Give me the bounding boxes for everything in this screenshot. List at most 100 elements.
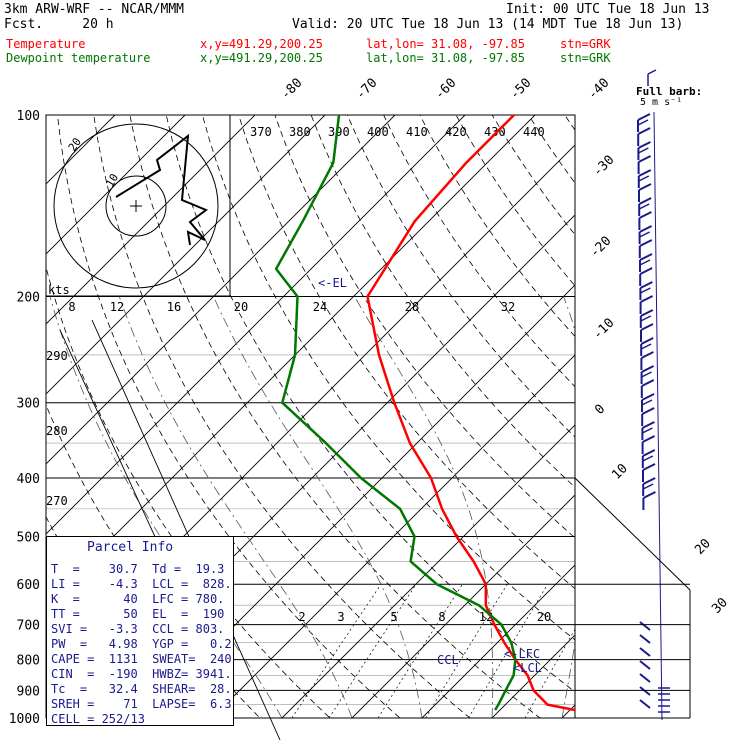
barb-flag (639, 259, 651, 266)
dry-adiabat-line (202, 115, 575, 641)
wind-barb-low (639, 634, 651, 644)
parcel-row: Tc = 32.4 SHEAR= 28. (51, 682, 232, 696)
init-time: Init: 00 UTC Tue 18 Jun 13 (506, 2, 710, 17)
wind-barb (641, 435, 656, 454)
dewpoint-profile-line (274, 114, 517, 711)
wind-barb (639, 253, 653, 272)
isotherm-label: 20 (692, 536, 714, 558)
hodograph-trace (115, 133, 208, 246)
isotherm-line (281, 424, 575, 718)
parcel-row: PW = 4.98 YGP = 0.2 (51, 637, 232, 651)
valid-time: Valid: 20 UTC Tue 18 Jun 13 (14 MDT Tue … (292, 17, 684, 32)
mixing-ratio-line (291, 584, 382, 718)
wind-barb (641, 393, 655, 412)
wind-barb (639, 281, 653, 300)
dry-adiabat-line (491, 115, 575, 236)
barb-flag (640, 287, 651, 294)
wind-barb (640, 351, 654, 370)
theta-side-label: 280 (46, 424, 68, 438)
theta-label: 420 (445, 125, 467, 139)
barb-flag (641, 407, 655, 415)
forecast-hour: Fcst. 20 h (4, 17, 114, 32)
mixing-ratio-label: 2 (298, 610, 305, 624)
pressure-label: 500 (17, 530, 40, 545)
wind-barb (637, 127, 651, 146)
moist-adiabat-line (213, 296, 423, 718)
barb-flag (638, 203, 650, 210)
wind-barb (637, 155, 652, 174)
mixing-ratio-label: 5 (390, 610, 397, 624)
plot-extension-edge (574, 477, 691, 591)
barb-flag (639, 267, 653, 275)
dewpoint-xy: x,y=491.29,200.25 (200, 51, 323, 65)
barb-flag (637, 141, 651, 149)
barb-flag (637, 119, 649, 126)
dewpoint-legend: Dewpoint temperature (6, 51, 151, 65)
hodograph-inset: 10 20 kts (46, 115, 231, 297)
isotherm-line (351, 494, 575, 718)
parcel-row: CAPE = 1131 SWEAT= 240 (51, 652, 232, 666)
pressure-label: 100 (17, 109, 40, 124)
dry-adiabat-line (310, 115, 575, 488)
moist-adiabat-line (118, 296, 353, 718)
el-annotation: <-EL (318, 276, 347, 290)
barb-flag (641, 371, 652, 378)
barb-flag (639, 231, 650, 238)
wind-barb (638, 211, 652, 230)
barb-legend-title: Full barb: (636, 85, 702, 98)
barb-flag (640, 337, 654, 345)
isotherm-line (46, 115, 466, 535)
mixing-ratio-line (524, 628, 575, 718)
parcel-row: K = 40 LFC = 780. (51, 592, 225, 606)
barb-flag (637, 127, 651, 135)
dry-adiabat-line (601, 115, 740, 731)
pressure-label: 800 (17, 654, 40, 669)
isotherm-line (491, 634, 575, 718)
hodograph-speed-label: 16 (167, 300, 181, 314)
mixing-ratio-line (468, 584, 548, 718)
isotherm-label: 30 (709, 595, 731, 617)
wind-barb (642, 463, 656, 482)
parcel-row: TT = 50 EL = 190 (51, 607, 225, 621)
wind-barb (642, 477, 656, 496)
barb-flag (637, 113, 651, 121)
parcel-row: T = 30.7 Td = 19.3 (51, 562, 225, 576)
barb-flag (640, 315, 652, 322)
mixing-ratio-line (328, 584, 417, 718)
mixing-ratio-label: 20 (537, 610, 551, 624)
dry-adiabat-line (346, 115, 575, 438)
isotherm-line (211, 354, 575, 718)
wind-barb (638, 183, 652, 202)
wind-barb (639, 267, 653, 286)
wind-barb (640, 323, 654, 342)
barb-flag (639, 253, 653, 261)
barb-flag (641, 365, 655, 373)
moist-adiabat-line (561, 296, 575, 718)
isotherm-label: -60 (432, 76, 459, 103)
wind-barb-low (639, 686, 651, 696)
wind-barb (637, 169, 652, 188)
hodograph-ring (53, 123, 219, 289)
lcl-annotation: <LCL (513, 661, 542, 675)
isotherm-label: -20 (587, 234, 614, 261)
wind-barb-low (639, 673, 651, 683)
barb-flag (640, 323, 654, 331)
temperature-latlon: lat,lon= 31.08, -97.85 (366, 37, 525, 51)
mixing-ratio-line (377, 584, 463, 718)
wind-barb (641, 449, 656, 468)
isotherm-line (46, 115, 186, 255)
isotherm-label: -50 (507, 76, 534, 103)
wind-barb (637, 113, 651, 132)
barb-shaft (653, 111, 663, 721)
isotherm-line (421, 564, 575, 718)
mixing-ratio-line (425, 584, 508, 718)
parcel-row: SVI = -3.3 CCL = 803. (51, 622, 225, 636)
lfc-annotation: <-LFC (504, 647, 540, 661)
hodograph-speed-label: 12 (110, 300, 124, 314)
wind-barb (642, 491, 656, 510)
barb-flag (642, 427, 653, 434)
barb-flag (638, 211, 652, 219)
dry-adiabat-line (57, 115, 401, 718)
parcel-info-title: Parcel Info (87, 540, 174, 555)
